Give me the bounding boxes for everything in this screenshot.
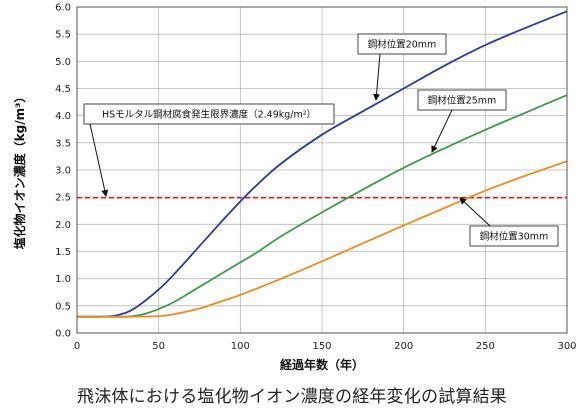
axes bbox=[76, 6, 568, 334]
x-axis-title: 経過年数（年） bbox=[280, 357, 364, 372]
callout-arrow-1 bbox=[431, 109, 453, 153]
series-group bbox=[76, 10, 568, 318]
y-tick-label: 5.0 bbox=[55, 57, 71, 68]
callout-box-2 bbox=[469, 225, 559, 247]
callout-box-1 bbox=[417, 89, 507, 111]
callout-arrow-0 bbox=[373, 53, 381, 101]
callout-label-0: 鋼材位置20mm bbox=[368, 39, 437, 51]
callout-label-1: 鋼材位置25mm bbox=[428, 95, 497, 107]
figure-caption: 飛沫体における塩化物イオン濃度の経年変化の試算結果 bbox=[77, 387, 507, 407]
y-tick-label: 1.0 bbox=[55, 274, 71, 285]
x-tick-label: 200 bbox=[394, 341, 413, 352]
y-tick-label: 4.5 bbox=[55, 84, 71, 95]
y-tick-label: 6.0 bbox=[55, 3, 71, 14]
grid bbox=[76, 6, 568, 334]
y-tick-label: 2.0 bbox=[55, 220, 71, 231]
y-tick-label: 1.5 bbox=[55, 247, 71, 258]
x-tick-label: 50 bbox=[152, 341, 165, 352]
series-line-0 bbox=[76, 10, 568, 318]
y-tick-label: 0.5 bbox=[55, 301, 71, 312]
callout-arrow-3 bbox=[89, 123, 109, 197]
y-tick-label: 3.0 bbox=[55, 166, 71, 177]
series-line-1 bbox=[77, 94, 568, 318]
y-tick-label: 4.0 bbox=[55, 111, 71, 122]
y-axis-title: 塩化物イオン濃度（kg/m³） bbox=[12, 91, 27, 250]
tick-labels: 0.0 0.5 1.0 1.5 2.0 2.5 3.0 3.5 4.0 4.5 5.0 5.5 6.0 0… bbox=[55, 3, 576, 353]
callout-label-3: HSモルタル鋼材腐食発生限界濃度（2.49kg/m²） bbox=[102, 109, 316, 121]
annotations: 鋼材位置20mm 鋼材位置25mm 鋼材位置30mm HSモルタル鋼材腐食発生限界濃度… bbox=[83, 33, 559, 247]
x-tick-label: 100 bbox=[231, 341, 250, 352]
y-tick-label: 2.5 bbox=[55, 193, 71, 204]
x-tick-label: 0 bbox=[74, 341, 80, 352]
series-line-2 bbox=[76, 160, 568, 318]
x-tick-label: 300 bbox=[557, 341, 576, 352]
callout-box-3 bbox=[83, 103, 335, 125]
x-tick-label: 150 bbox=[312, 341, 331, 352]
x-tick-label: 250 bbox=[476, 341, 495, 352]
y-tick-label: 5.5 bbox=[55, 30, 71, 41]
plot-frame bbox=[76, 6, 568, 334]
callout-box-0 bbox=[357, 33, 447, 55]
y-tick-label: 3.5 bbox=[55, 138, 71, 149]
callout-label-2: 鋼材位置30mm bbox=[480, 231, 549, 243]
callout-arrow-2 bbox=[459, 197, 491, 227]
y-tick-label: 0.0 bbox=[55, 329, 71, 340]
